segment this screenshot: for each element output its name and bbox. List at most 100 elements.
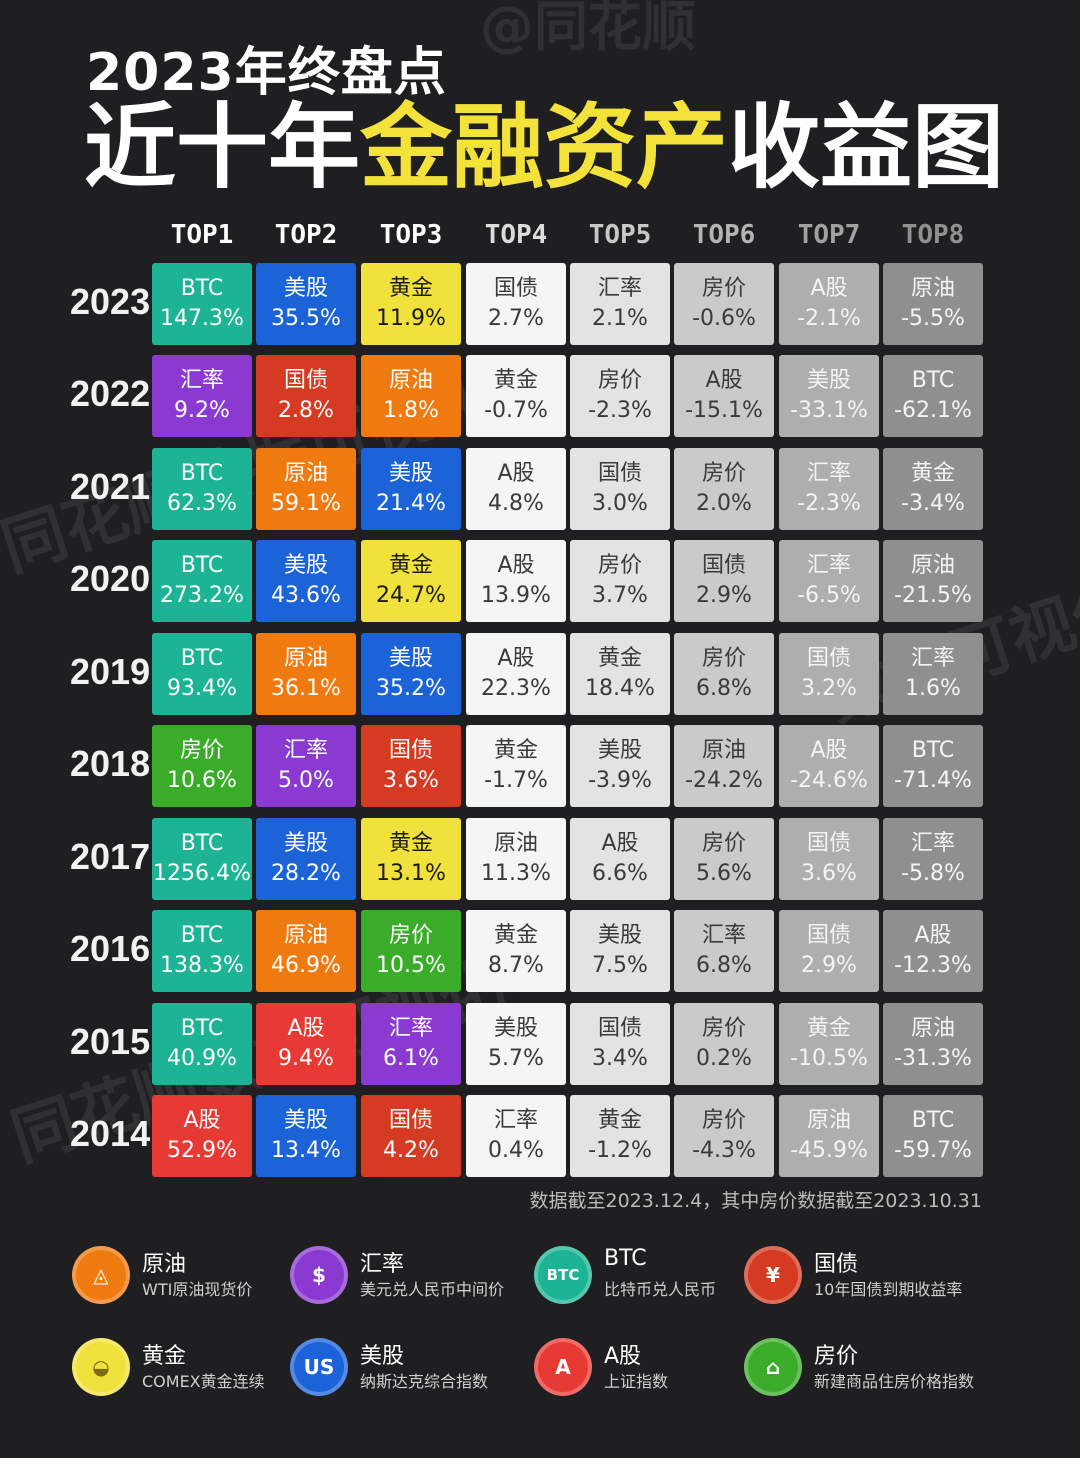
cell-value: 93.4%	[167, 676, 237, 701]
column-header: TOP5	[588, 220, 652, 250]
cell-value: -33.1%	[790, 398, 868, 423]
cell-value: 8.7%	[488, 953, 544, 978]
legend-name: BTC	[604, 1246, 647, 1271]
table-cell: A股 4.8%	[466, 448, 566, 530]
cell-asset: 汇率	[388, 1016, 433, 1041]
table-cell: 房价 5.6%	[674, 818, 774, 900]
table-cell: 国债 3.2%	[779, 633, 879, 715]
cell-value: 11.3%	[481, 861, 551, 886]
table-cell: 房价 6.8%	[674, 633, 774, 715]
cell-asset: 房价	[597, 553, 642, 578]
table-cell: 美股 35.2%	[361, 633, 461, 715]
cell-asset: 国债	[493, 276, 538, 301]
cell-asset: 原油	[806, 1108, 851, 1133]
column-header: TOP7	[797, 220, 861, 250]
cell-asset: 黄金	[493, 368, 538, 393]
legend-name: 黄金	[142, 1344, 187, 1369]
cell-value: 13.9%	[481, 583, 551, 608]
column-header: TOP1	[170, 220, 234, 250]
table-cell: 原油 -24.2%	[674, 725, 774, 807]
column-header: TOP2	[274, 220, 338, 250]
cell-value: -1.7%	[484, 768, 548, 793]
cell-value: -24.6%	[790, 768, 868, 793]
cell-asset: 国债	[806, 831, 851, 856]
cell-asset: 房价	[701, 276, 746, 301]
btc-icon: BTC	[534, 1246, 592, 1304]
year-label: 2021	[70, 466, 151, 507]
legend-name: 原油	[142, 1252, 187, 1277]
cell-asset: 美股	[493, 1016, 538, 1041]
cell-value: 18.4%	[585, 676, 655, 701]
cell-value: -6.5%	[797, 583, 861, 608]
legend-desc: COMEX黄金连续	[142, 1372, 265, 1391]
title-part-a: 近十年	[84, 94, 361, 201]
table-cell: 汇率 9.2%	[152, 355, 252, 437]
legend-name: 汇率	[360, 1252, 405, 1277]
cell-asset: 汇率	[597, 276, 642, 301]
year-label: 2022	[70, 373, 151, 414]
cell-asset: A股	[287, 1016, 325, 1041]
cell-value: -0.7%	[484, 398, 548, 423]
cell-asset: 黄金	[388, 831, 433, 856]
cell-value: 273.2%	[160, 583, 244, 608]
cell-asset: BTC	[180, 646, 224, 671]
year-label: 2015	[70, 1021, 151, 1062]
table-cell: BTC 138.3%	[152, 910, 252, 992]
table-cell: 黄金 -1.2%	[570, 1095, 670, 1177]
column-header: TOP8	[901, 220, 965, 250]
cell-asset: 原油	[283, 461, 328, 486]
legend-item: BTC BTC 比特币兑人民币	[534, 1246, 784, 1316]
cell-value: -62.1%	[894, 398, 972, 423]
table-cell: 美股 -3.9%	[570, 725, 670, 807]
cell-value: 40.9%	[167, 1046, 237, 1071]
cell-asset: A股	[601, 831, 639, 856]
cell-asset: 黄金	[806, 1016, 851, 1041]
table-cell: 黄金 18.4%	[570, 633, 670, 715]
year-label: 2019	[70, 651, 151, 692]
table-cell: 房价 2.0%	[674, 448, 774, 530]
cell-asset: 国债	[597, 461, 642, 486]
gold-icon: ◒	[72, 1338, 130, 1396]
table-cell: 原油 1.8%	[361, 355, 461, 437]
cell-asset: BTC	[180, 553, 224, 578]
legend-item: $ 汇率 美元兑人民币中间价	[290, 1246, 540, 1316]
table-cell: 汇率 6.1%	[361, 1003, 461, 1085]
table-cell: 国债 4.2%	[361, 1095, 461, 1177]
title-line2: 近十年金融资产收益图	[84, 98, 1004, 198]
cell-value: 2.0%	[696, 491, 752, 516]
cell-value: -3.9%	[588, 768, 652, 793]
cell-asset: 原油	[701, 738, 746, 763]
cell-value: 6.8%	[696, 953, 752, 978]
legend-desc: 纳斯达克综合指数	[360, 1372, 489, 1391]
cell-value: 3.0%	[592, 491, 648, 516]
table-cell: 汇率 -5.8%	[883, 818, 983, 900]
cell-asset: BTC	[911, 738, 955, 763]
table-cell: 原油 -21.5%	[883, 540, 983, 622]
cell-asset: A股	[810, 738, 848, 763]
cell-asset: 汇率	[806, 553, 851, 578]
table-cell: 原油 59.1%	[256, 448, 356, 530]
cell-asset: 美股	[283, 276, 328, 301]
cell-asset: 黄金	[910, 461, 955, 486]
cell-value: -4.3%	[692, 1138, 756, 1163]
cell-value: -10.5%	[790, 1046, 868, 1071]
cell-value: 13.1%	[376, 861, 446, 886]
cell-asset: A股	[914, 923, 952, 948]
cell-asset: 国债	[283, 368, 328, 393]
cell-value: -12.3%	[894, 953, 972, 978]
table-cell: 国债 2.9%	[674, 540, 774, 622]
title-line1: 2023年终盘点	[86, 43, 447, 103]
cell-value: -59.7%	[894, 1138, 972, 1163]
cell-value: 6.1%	[383, 1046, 439, 1071]
table-cell: 房价 0.2%	[674, 1003, 774, 1085]
table-cell: BTC 62.3%	[152, 448, 252, 530]
table-cell: A股 13.9%	[466, 540, 566, 622]
cell-value: 4.8%	[488, 491, 544, 516]
cell-value: -2.1%	[797, 306, 861, 331]
table-cell: 黄金 -0.7%	[466, 355, 566, 437]
cell-asset: 黄金	[388, 276, 433, 301]
table-cell: 黄金 -10.5%	[779, 1003, 879, 1085]
legend-item: ⌂ 房价 新建商品住房价格指数	[744, 1338, 994, 1408]
year-label: 2017	[70, 836, 151, 877]
watermark: @同花顺	[480, 0, 696, 58]
